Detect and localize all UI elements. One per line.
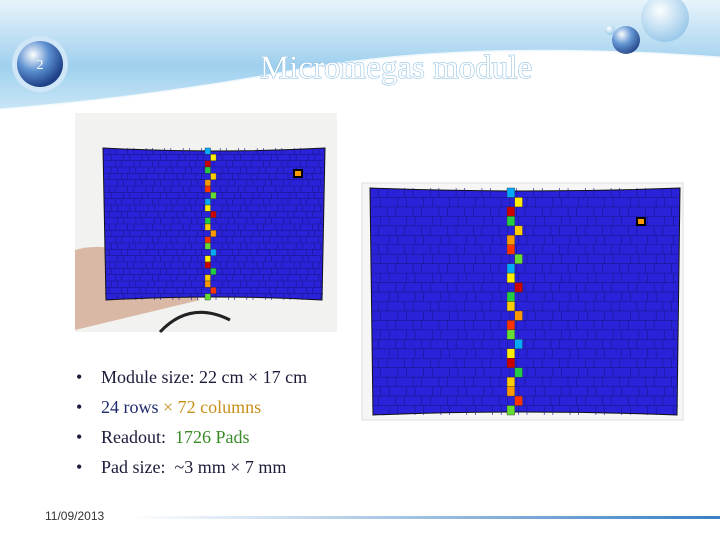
map-part bbox=[293, 169, 303, 178]
bullet: 24 rows × 72 columns bbox=[72, 392, 307, 422]
map-part bbox=[204, 204, 211, 212]
date: 11/09/2013 bbox=[45, 509, 105, 523]
bullet-text: Pad size: ~3 mm × 7 mm bbox=[101, 457, 287, 477]
bullet-text: Module size: 22 cm × 17 cm bbox=[101, 367, 308, 387]
map-part bbox=[514, 282, 523, 293]
map-part bbox=[210, 192, 217, 199]
bullet: Module size: 22 cm × 17 cm bbox=[72, 362, 307, 392]
header-band bbox=[0, 0, 720, 110]
map-part bbox=[506, 386, 515, 397]
bubble bbox=[605, 25, 615, 35]
slide-title: Micromegas module bbox=[260, 50, 532, 86]
map-part bbox=[204, 293, 211, 301]
map-part bbox=[506, 206, 515, 217]
map-part bbox=[506, 301, 515, 312]
header-curve bbox=[0, 49, 720, 112]
map-part bbox=[210, 249, 217, 256]
bullet: Pad size: ~3 mm × 7 mm bbox=[72, 452, 307, 482]
map-part bbox=[210, 211, 217, 218]
map-part bbox=[204, 274, 211, 282]
bubble bbox=[612, 26, 640, 54]
map-part bbox=[204, 198, 211, 206]
bullet-text: Readout: bbox=[101, 427, 175, 447]
number-ball bbox=[17, 41, 63, 87]
footer-line bbox=[130, 516, 720, 519]
map-part bbox=[514, 310, 523, 321]
map-part bbox=[204, 185, 211, 193]
map-part bbox=[514, 339, 523, 349]
map-part bbox=[514, 395, 523, 406]
map-part bbox=[204, 280, 211, 288]
map-part bbox=[514, 254, 523, 264]
map-part bbox=[506, 187, 515, 198]
map-part bbox=[506, 376, 515, 387]
bullet-text: × 72 columns bbox=[163, 397, 262, 417]
map-part bbox=[210, 268, 217, 275]
map-part bbox=[204, 261, 211, 269]
map-part bbox=[506, 263, 515, 274]
map-part bbox=[210, 287, 217, 294]
map-part bbox=[506, 291, 515, 302]
map-part bbox=[506, 235, 515, 245]
pad-map bbox=[102, 147, 326, 301]
map-part bbox=[506, 329, 515, 340]
map-part bbox=[204, 223, 211, 231]
map-part bbox=[506, 272, 515, 283]
map-part bbox=[204, 236, 211, 244]
bullet: Readout: 1726 Pads bbox=[72, 422, 307, 452]
map-part bbox=[204, 160, 211, 168]
map-part bbox=[210, 173, 217, 180]
map-part bbox=[506, 320, 515, 331]
pad-map bbox=[369, 187, 681, 416]
map-part bbox=[204, 217, 211, 225]
bullet-list: Module size: 22 cm × 17 cm 24 rows × 72 c… bbox=[72, 362, 307, 482]
map-part bbox=[506, 405, 515, 416]
map-part bbox=[636, 217, 646, 226]
map-part bbox=[506, 216, 515, 227]
map-part bbox=[204, 166, 211, 174]
map-part bbox=[210, 230, 217, 237]
bullet-text: 24 rows bbox=[101, 397, 163, 417]
map-part bbox=[204, 179, 211, 187]
map-part bbox=[506, 358, 515, 368]
bubble bbox=[641, 0, 689, 42]
map-part bbox=[506, 244, 515, 255]
map-part bbox=[514, 197, 523, 208]
slide-number: 2 bbox=[37, 58, 44, 73]
map-part bbox=[204, 242, 211, 250]
map-part bbox=[514, 225, 523, 236]
map-part bbox=[506, 348, 515, 359]
map-part bbox=[514, 367, 523, 378]
map-part bbox=[204, 147, 211, 155]
photo-cable bbox=[158, 310, 231, 334]
bullet-text: 1726 Pads bbox=[175, 427, 250, 447]
map-part bbox=[210, 154, 217, 161]
map-part bbox=[204, 255, 211, 263]
